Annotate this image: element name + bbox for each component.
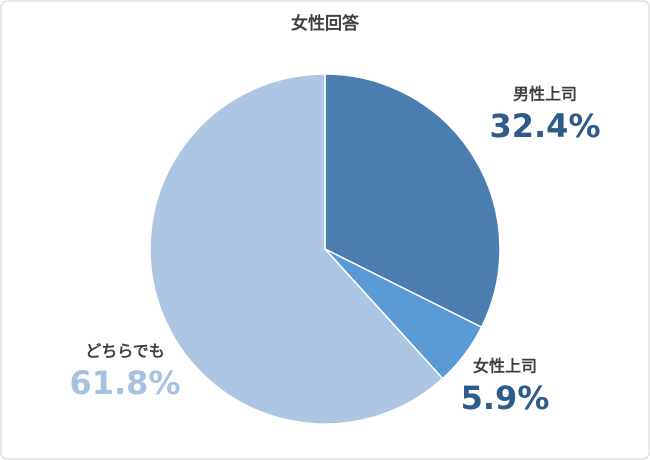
pie-slice	[149, 73, 444, 425]
slice-category-label: 男性上司	[513, 85, 577, 104]
slice-category-label: 女性上司	[473, 357, 537, 376]
slice-value-label: 61.8%	[69, 364, 180, 402]
slice-value-label: 32.4%	[489, 107, 600, 145]
pie-slice	[324, 73, 501, 329]
slice-value-label: 5.9%	[461, 379, 550, 417]
slice-category-label: どちらでも	[85, 342, 165, 361]
chart-title: 女性回答	[291, 13, 360, 34]
